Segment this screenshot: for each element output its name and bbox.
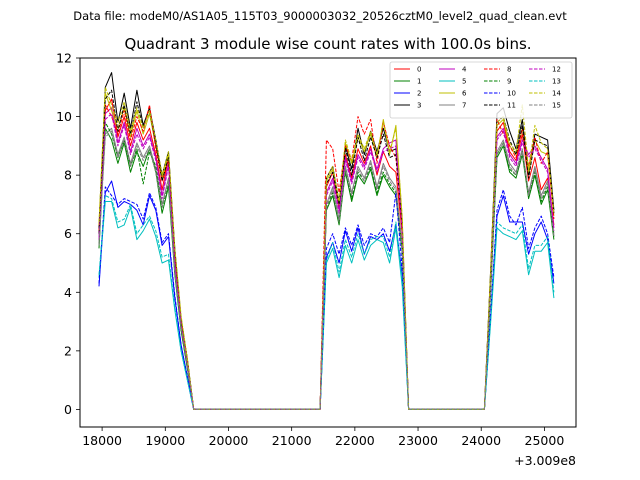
y-tick-label: 4 [64, 285, 72, 300]
x-tick-label: 24000 [461, 433, 501, 448]
y-tick-label: 2 [64, 343, 72, 358]
legend-label-13: 13 [552, 78, 561, 86]
y-axis: 0 2 4 6 8 10 12 [56, 51, 80, 417]
legend-label-7: 7 [462, 102, 466, 110]
series-line-14 [98, 86, 555, 410]
x-axis: 18000 19000 20000 21000 22000 23000 24000 25000 [82, 427, 564, 448]
legend-label-5: 5 [462, 78, 466, 86]
x-tick-label: 21000 [272, 433, 312, 448]
plot-frame [79, 57, 577, 428]
legend-label-14: 14 [552, 90, 561, 98]
legend-label-10: 10 [507, 90, 516, 98]
x-tick-label: 20000 [209, 433, 249, 448]
suptitle: Data file: modeM0/AS1A05_115T03_90000030… [73, 9, 567, 23]
series-line-15 [98, 130, 555, 410]
legend-label-4: 4 [462, 66, 467, 74]
legend-label-12: 12 [552, 66, 561, 74]
y-tick-label: 10 [56, 109, 72, 124]
x-tick-label: 18000 [82, 433, 122, 448]
x-tick-label: 19000 [145, 433, 185, 448]
legend-label-3: 3 [417, 102, 421, 110]
x-tick-label: 22000 [335, 433, 375, 448]
legend-label-11: 11 [507, 102, 516, 110]
x-tick-label: 23000 [398, 433, 438, 448]
legend-label-15: 15 [552, 102, 561, 110]
series-line-12 [98, 113, 555, 410]
y-tick-label: 0 [64, 402, 72, 417]
x-tick-label: 25000 [525, 433, 565, 448]
chart-title: Quadrant 3 module wise count rates with … [124, 35, 531, 53]
legend-label-0: 0 [417, 66, 421, 74]
y-tick-label: 8 [64, 168, 72, 183]
y-tick-label: 6 [64, 226, 72, 241]
x-offset-label: +3.009e8 [514, 453, 576, 468]
legend-label-8: 8 [507, 66, 511, 74]
legend-label-9: 9 [507, 78, 511, 86]
legend-label-2: 2 [417, 90, 421, 98]
series-layer [98, 72, 555, 410]
legend-label-1: 1 [417, 78, 421, 86]
legend-frame [389, 61, 573, 119]
legend-label-6: 6 [462, 90, 467, 98]
y-tick-label: 12 [56, 51, 72, 66]
